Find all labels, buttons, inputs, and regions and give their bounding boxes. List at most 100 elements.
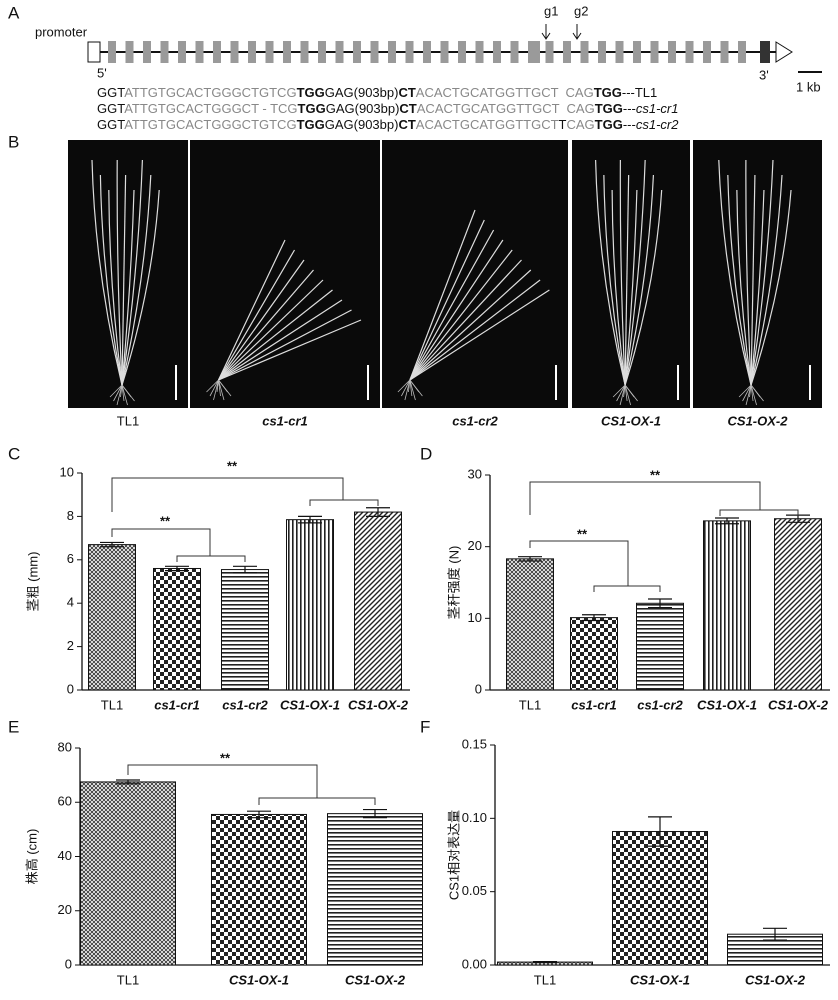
exon xyxy=(213,41,221,63)
panel-label: A xyxy=(8,3,20,22)
photo-label: CS1-OX-1 xyxy=(601,413,661,428)
y-tick-label: 20 xyxy=(468,538,482,553)
root xyxy=(397,379,411,393)
y-tick-label: 0 xyxy=(475,681,482,696)
stem xyxy=(745,159,752,386)
bar xyxy=(774,518,822,691)
plant-photo xyxy=(190,140,380,408)
stem xyxy=(624,174,630,386)
plant-photo xyxy=(572,140,690,408)
root xyxy=(742,384,752,402)
stem xyxy=(624,174,655,386)
sequence-segment: CT xyxy=(399,101,416,116)
root xyxy=(401,379,411,397)
root xyxy=(109,384,123,398)
root xyxy=(404,379,411,401)
stem xyxy=(218,299,343,381)
stem xyxy=(750,189,765,386)
significance-label: ** xyxy=(160,513,171,528)
error-bar xyxy=(100,541,124,548)
y-tick-label: 0.10 xyxy=(462,810,487,825)
error-bar xyxy=(233,565,257,574)
bar xyxy=(88,544,136,691)
sequence-segment: GGT xyxy=(97,101,125,116)
photo xyxy=(382,140,568,408)
sequence-segment: ATTGTGCACTGGGCTGTCG xyxy=(124,85,296,100)
root xyxy=(216,379,219,393)
x-tick-label: CS1-OX-2 xyxy=(345,972,406,987)
stem xyxy=(409,219,485,381)
root xyxy=(409,379,423,397)
root xyxy=(206,379,219,393)
x-tick-label: cs1-cr2 xyxy=(637,697,683,712)
sequence-segment: T xyxy=(559,117,567,132)
photo xyxy=(68,140,188,408)
bar xyxy=(636,602,684,691)
stem xyxy=(736,189,752,386)
stem xyxy=(217,249,296,381)
exon xyxy=(265,41,274,63)
bar xyxy=(612,831,708,966)
root xyxy=(218,379,225,401)
sequence-segment: ATTGTGCACTGGGCTGTCG xyxy=(124,117,296,132)
error-bar xyxy=(116,779,140,785)
gene-diagram xyxy=(87,24,822,73)
stem xyxy=(611,189,626,386)
root xyxy=(121,384,128,406)
x-tick-label: cs1-cr1 xyxy=(154,697,200,712)
stem xyxy=(595,159,626,386)
photo xyxy=(190,140,380,408)
x-tick-label: TL1 xyxy=(101,697,123,712)
sequence-segment: ACACTGCATGGTTGCT xyxy=(416,117,559,132)
error-bar xyxy=(298,515,322,524)
exon xyxy=(458,41,466,63)
sequence-segment: ---TL1 xyxy=(622,85,657,100)
stem xyxy=(750,174,783,386)
stem xyxy=(624,159,646,386)
y-tick-label: 20 xyxy=(58,902,72,917)
end-exon xyxy=(760,41,770,63)
error-bar xyxy=(247,810,271,819)
significance-bracket xyxy=(529,481,799,516)
exon xyxy=(143,41,151,63)
exon xyxy=(615,41,624,63)
sequence-segment: ACACTGCATGGTTGCT CAG xyxy=(416,85,594,100)
y-tick-label: 0 xyxy=(67,681,74,696)
sequence-segment: CAG xyxy=(567,117,595,132)
exon xyxy=(353,41,361,63)
exon xyxy=(563,41,571,63)
y-tick-label: 80 xyxy=(58,739,72,754)
significance-label: ** xyxy=(227,458,238,473)
promoter-label: promoter xyxy=(35,24,88,39)
stem xyxy=(603,174,626,386)
panel-label: F xyxy=(420,717,430,736)
x-tick-label: CS1-OX-2 xyxy=(348,697,409,712)
exon xyxy=(335,41,344,63)
root xyxy=(612,384,626,398)
root xyxy=(116,384,123,406)
root xyxy=(623,384,626,398)
y-tick-label: 0 xyxy=(65,956,72,971)
photo xyxy=(693,140,822,408)
five-prime: 5' xyxy=(97,65,107,80)
x-tick-label: CS1-OX-1 xyxy=(630,972,690,987)
bar xyxy=(80,781,176,966)
stem xyxy=(218,319,362,381)
bar xyxy=(703,520,751,691)
bar xyxy=(153,567,201,691)
stem xyxy=(409,239,504,381)
exon xyxy=(493,41,501,63)
y-tick-label: 8 xyxy=(67,508,74,523)
root xyxy=(750,384,764,402)
error-bar xyxy=(648,598,672,609)
exon xyxy=(195,41,204,63)
sequence: GGTATTGTGCACTGGGCT - TCGTGGGAG(903bp)CTA… xyxy=(97,101,678,116)
exon xyxy=(125,41,134,63)
plant-photo xyxy=(382,140,568,408)
y-tick-label: 2 xyxy=(67,638,74,653)
sequence-segment: cs1-cr1 xyxy=(636,101,679,116)
exon xyxy=(703,41,711,63)
x-tick-label: TL1 xyxy=(534,972,556,987)
x-tick-label: CS1-OX-1 xyxy=(229,972,289,987)
sequence-segment: GGT xyxy=(97,117,125,132)
